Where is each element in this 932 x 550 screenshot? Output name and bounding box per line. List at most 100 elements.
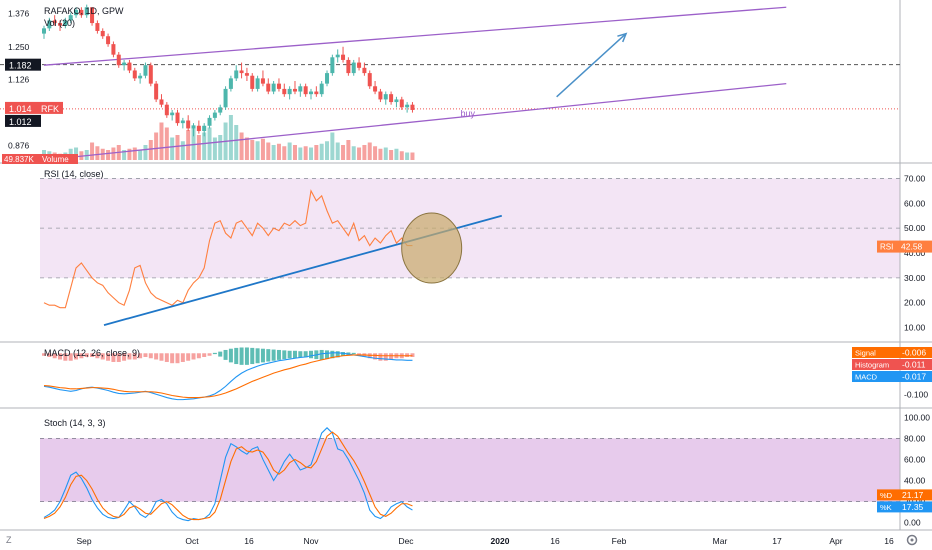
ticker-tag: RFK bbox=[41, 104, 59, 114]
stoch-k-label: %K bbox=[880, 503, 892, 512]
last-close-value: 1.182 bbox=[9, 61, 32, 71]
candle bbox=[47, 17, 52, 31]
candle-body bbox=[47, 20, 52, 29]
stoch-tick-label: 80.00 bbox=[904, 433, 926, 443]
macd-histogram-bar bbox=[100, 353, 105, 360]
macd-histogram-bar bbox=[212, 352, 217, 355]
candle bbox=[389, 91, 394, 105]
channel-upper-line[interactable] bbox=[43, 6, 787, 66]
candle bbox=[159, 94, 164, 108]
macd-histogram-bar bbox=[255, 348, 260, 364]
candle-body bbox=[52, 20, 57, 24]
projection-arrow[interactable] bbox=[556, 33, 627, 98]
volume-bar bbox=[122, 150, 127, 160]
time-tick-label: Nov bbox=[303, 536, 319, 546]
macd-histogram-bar bbox=[389, 353, 394, 360]
stoch-k-value: 17.35 bbox=[902, 502, 924, 512]
candle-body bbox=[218, 107, 223, 113]
price-pane[interactable]: buy 1.182 1.014 RFK 1.012 49.837K Volume 1.376 1… bbox=[0, 4, 900, 164]
volume-bar bbox=[196, 135, 201, 160]
candle bbox=[260, 70, 265, 87]
price-tags: 1.182 1.014 RFK 1.012 49.837K Volume bbox=[2, 58, 78, 164]
candle bbox=[228, 75, 233, 92]
candle-body bbox=[389, 94, 394, 103]
candle bbox=[127, 59, 132, 74]
price-axis[interactable]: 70.00 60.00 50.00 40.00 30.00 20.00 10.00 -0.10… bbox=[852, 173, 932, 528]
macd-macd-tag bbox=[852, 371, 932, 382]
candle-body bbox=[298, 86, 303, 92]
candle bbox=[255, 75, 260, 92]
macd-histogram-bar bbox=[175, 353, 180, 364]
macd-histogram-bar bbox=[122, 353, 127, 361]
channel-lower-line[interactable] bbox=[43, 82, 787, 161]
candle-body bbox=[116, 54, 121, 66]
volume-bar bbox=[218, 135, 223, 160]
time-tick-label: 16 bbox=[550, 536, 560, 546]
stoch-band bbox=[40, 438, 900, 502]
candle-body bbox=[212, 112, 217, 118]
candle bbox=[357, 57, 362, 71]
volume-bar bbox=[228, 115, 233, 160]
macd-histogram-bar bbox=[164, 353, 169, 362]
price-tag-value: 1.014 bbox=[9, 104, 32, 114]
rsi-tick-label: 10.00 bbox=[904, 323, 926, 333]
stoch-d-line bbox=[43, 431, 413, 521]
candle bbox=[410, 102, 415, 113]
volume-bar bbox=[111, 147, 116, 160]
candle bbox=[351, 59, 356, 76]
candle bbox=[250, 73, 255, 92]
macd-tick-label: -0.100 bbox=[904, 390, 928, 400]
macd-signal-tag bbox=[852, 347, 932, 358]
macd-histogram-bar bbox=[58, 353, 63, 360]
candle bbox=[266, 78, 271, 95]
stoch-tick-label: 0.00 bbox=[904, 518, 921, 528]
volume-bar bbox=[309, 147, 313, 160]
stoch-tick-label: 100.00 bbox=[904, 412, 930, 422]
rsi-tick-label: 70.00 bbox=[904, 173, 926, 183]
volume-bar bbox=[287, 142, 292, 160]
macd-histogram-bar bbox=[127, 353, 132, 360]
volume-bar bbox=[378, 148, 383, 160]
stoch-d-value: 21.17 bbox=[902, 490, 924, 500]
rsi-tick-label: 40.00 bbox=[904, 248, 926, 258]
rsi-title: RSI (14, close) bbox=[44, 169, 104, 179]
rsi-overbought-oversold-band bbox=[40, 178, 900, 278]
candle-body bbox=[255, 78, 260, 89]
volume-bar bbox=[351, 146, 356, 160]
macd-histogram-bar bbox=[90, 353, 95, 357]
candle-body bbox=[79, 9, 84, 16]
candle bbox=[399, 96, 404, 110]
macd-histogram-bar bbox=[319, 349, 324, 360]
volume-bar bbox=[319, 143, 324, 160]
candle bbox=[90, 7, 95, 26]
candle-body bbox=[367, 73, 372, 87]
macd-histogram-bar bbox=[303, 351, 308, 358]
candle-body bbox=[346, 59, 351, 74]
gear-icon[interactable] bbox=[906, 534, 918, 546]
macd-histogram-bar bbox=[106, 353, 111, 361]
candle-body bbox=[122, 62, 127, 66]
macd-histogram-bar bbox=[138, 353, 143, 359]
candle bbox=[303, 83, 308, 97]
macd-histogram-bar bbox=[207, 353, 212, 356]
z-icon[interactable]: Z bbox=[6, 535, 12, 545]
stoch-d-tag bbox=[877, 489, 932, 501]
stoch-pane[interactable] bbox=[40, 427, 900, 522]
candle bbox=[394, 96, 399, 108]
candle-body bbox=[90, 7, 95, 24]
time-axis[interactable]: Sep Oct 16 Nov Dec 2020 16 Feb Mar 17 Apr 16 bbox=[76, 536, 894, 546]
volume-bar bbox=[410, 152, 415, 160]
candle-body bbox=[63, 20, 68, 26]
macd-pane[interactable] bbox=[42, 347, 415, 401]
candle-body bbox=[271, 83, 276, 92]
macd-histogram-bar bbox=[351, 352, 356, 355]
volume-bar bbox=[362, 145, 367, 160]
highlight-ellipse[interactable] bbox=[401, 212, 463, 284]
rsi-pane[interactable] bbox=[40, 178, 900, 326]
arrow-head-icon bbox=[617, 32, 628, 43]
candle-body bbox=[132, 70, 137, 79]
macd-histogram-bar bbox=[341, 352, 346, 356]
candle bbox=[276, 78, 281, 92]
time-tick-label: Feb bbox=[612, 536, 627, 546]
